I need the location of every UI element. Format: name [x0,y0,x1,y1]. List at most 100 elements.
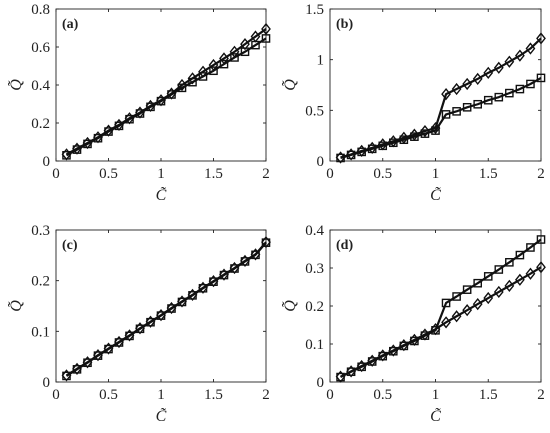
y-tick-label: 0 [43,154,51,170]
data-point-diamond [156,308,166,322]
x-tick-label: 1.5 [479,387,498,403]
x-tick-label: 0 [326,387,334,403]
data-point-diamond [72,362,82,375]
data-point-square [526,79,535,89]
data-point-diamond [219,52,229,65]
data-point-square [198,72,208,81]
data-point-diamond [124,329,135,342]
data-point-square [230,53,239,62]
data-point-diamond [493,61,504,74]
data-point-diamond [135,322,145,335]
data-point-square [505,88,514,98]
data-point-diamond [472,297,483,311]
data-point-diamond [93,131,103,144]
data-point-diamond [250,30,261,43]
x-tick-label: 0.5 [373,166,392,182]
data-point-square [515,250,525,260]
data-point-diamond [346,148,356,161]
data-point-diamond [103,124,114,137]
data-point-diamond [420,124,430,138]
x-tick-label: 0.5 [373,387,392,403]
data-point-diamond [409,128,420,141]
data-point-diamond [462,304,473,317]
data-point-diamond [208,58,219,72]
y-tick-label: 1.5 [305,2,324,18]
data-point-diamond [72,142,82,155]
panel-label: (d) [336,238,353,253]
data-point-square [431,126,440,135]
plot-frame [329,229,542,383]
x-tick-label: 1 [432,387,440,403]
data-point-diamond [114,335,124,349]
data-point-square [420,129,430,138]
y-tick-label: 0.3 [305,261,324,277]
series-line-diamond [65,28,267,156]
data-point-diamond [229,261,240,275]
series-line-square [340,238,542,379]
x-tick-label: 1.5 [204,166,223,182]
data-point-diamond [409,333,420,346]
data-point-diamond [462,77,473,91]
data-point-diamond [93,349,103,362]
y-tick-label: 0.3 [31,223,50,239]
data-point-diamond [451,82,462,96]
data-point-diamond [536,32,546,45]
data-point-square [483,272,493,281]
data-point-diamond [198,281,208,294]
data-point-diamond [250,248,261,261]
data-point-square [452,292,461,301]
data-point-diamond [377,349,388,362]
data-point-square [483,95,493,105]
x-axis-label: C̃ [430,186,441,204]
y-tick-label: 0 [43,375,51,391]
data-point-diamond [377,138,388,151]
data-point-square [177,83,187,93]
data-point-square [188,77,197,87]
data-point-diamond [145,315,156,328]
chart-panel-3: 0 0.5 1 1.5 2 0 0.1 0.2 0.3 C̃ Q̃ (c) [7,223,271,425]
chart-panel-1: 0 0.5 1 1.5 2 0 0.2 0.4 0.6 0.8 C̃ Q̃ (a) [7,2,271,204]
data-point-square [219,59,229,69]
data-point-diamond [515,49,525,62]
y-axis-label: Q̃ [7,300,25,312]
x-tick-label: 1.5 [479,166,498,182]
data-point-diamond [483,291,494,305]
panel-label: (c) [62,238,78,253]
panel-label: (a) [62,17,79,32]
data-point-diamond [177,78,187,92]
y-tick-label: 0.4 [31,78,50,94]
data-point-diamond [493,285,504,299]
data-point-diamond [261,236,271,249]
data-point-diamond [367,354,378,367]
x-tick-label: 0 [326,166,334,182]
data-point-square [462,102,472,112]
y-tick-label: 1 [317,53,325,69]
data-point-diamond [430,323,441,336]
data-point-square [441,110,451,119]
data-point-diamond [198,65,208,78]
chart-panel-4: 0 0.5 1 1.5 2 0 0.1 0.2 0.3 0.4 C̃ Q̃ (d) [281,223,546,425]
x-tick-label: 2 [262,166,270,182]
data-point-diamond [346,365,356,378]
data-point-diamond [177,295,187,308]
data-point-diamond [472,72,483,86]
x-tick-label: 2 [537,387,545,403]
y-axis-label: Q̃ [7,79,25,91]
data-point-square [526,243,535,252]
data-point-diamond [504,279,515,292]
data-point-square [452,107,461,116]
data-point-diamond [335,151,346,164]
data-point-square [515,84,525,94]
data-point-diamond [229,45,240,58]
series-line-diamond [340,266,542,378]
series-line-diamond [340,37,542,159]
y-axis-label: Q̃ [281,79,299,91]
x-tick-label: 0 [52,387,60,403]
data-point-diamond [525,267,536,280]
y-tick-label: 0.8 [31,2,50,18]
data-point-diamond [261,22,271,36]
data-point-diamond [124,112,135,125]
y-axis-label: Q̃ [281,300,299,312]
data-point-diamond [145,99,156,113]
